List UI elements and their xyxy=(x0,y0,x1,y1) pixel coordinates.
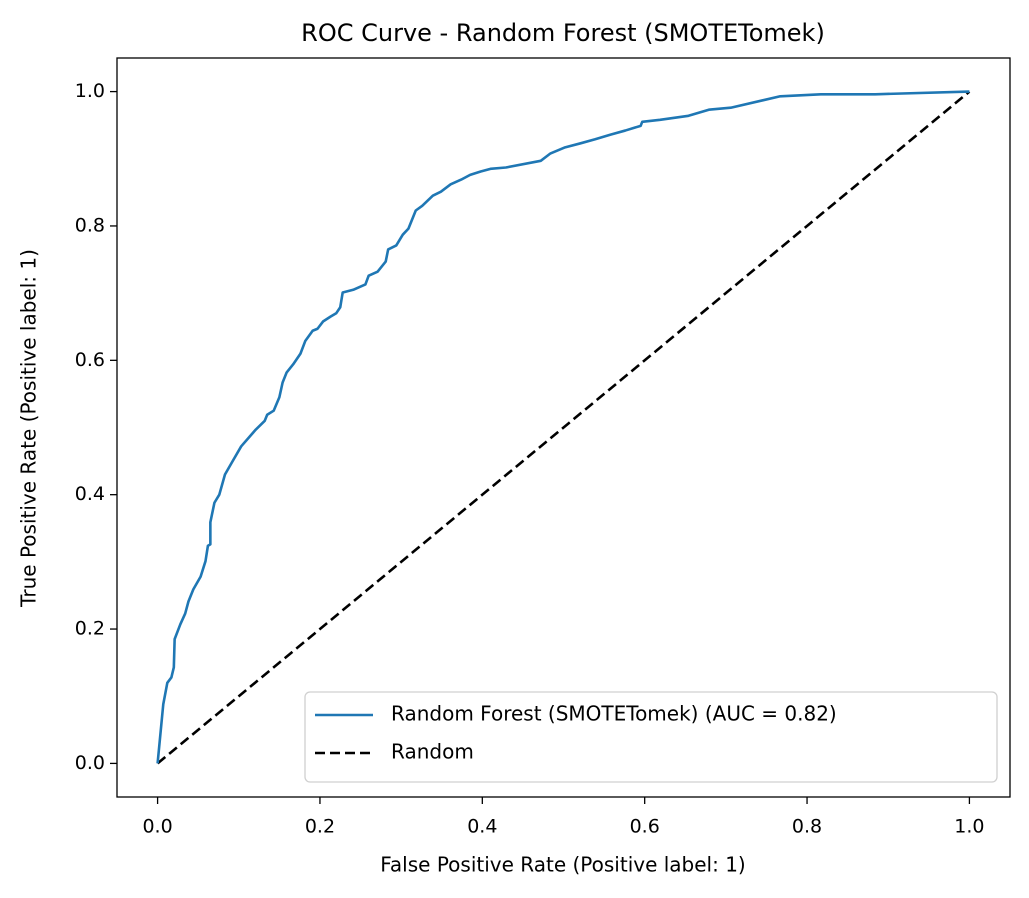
x-tick-label: 0.6 xyxy=(630,816,660,838)
x-tick-label: 0.0 xyxy=(142,816,172,838)
x-tick-label: 0.4 xyxy=(467,816,497,838)
y-tick-label: 0.2 xyxy=(75,618,105,640)
series-line xyxy=(156,90,971,765)
x-tick-label: 1.0 xyxy=(954,816,984,838)
legend-box xyxy=(304,691,998,783)
y-tick-label: 0.8 xyxy=(75,214,105,236)
x-tick-label: 0.8 xyxy=(792,816,822,838)
x-tick-label: 0.2 xyxy=(305,816,335,838)
series-line xyxy=(156,90,970,764)
x-axis-label: False Positive Rate (Positive label: 1) xyxy=(380,853,746,877)
y-tick-label: 0.4 xyxy=(75,483,105,505)
y-tick-label: 1.0 xyxy=(75,80,105,102)
y-tick-label: 0.6 xyxy=(75,349,105,371)
y-tick-label: 0.0 xyxy=(75,752,105,774)
chart-title: ROC Curve - Random Forest (SMOTETomek) xyxy=(301,19,825,47)
axes-frame xyxy=(116,57,1011,798)
legend-label: Random xyxy=(391,740,474,764)
y-axis-label: True Positive Rate (Positive label: 1) xyxy=(17,249,41,608)
legend-label: Random Forest (SMOTETomek) (AUC = 0.82) xyxy=(391,702,837,726)
